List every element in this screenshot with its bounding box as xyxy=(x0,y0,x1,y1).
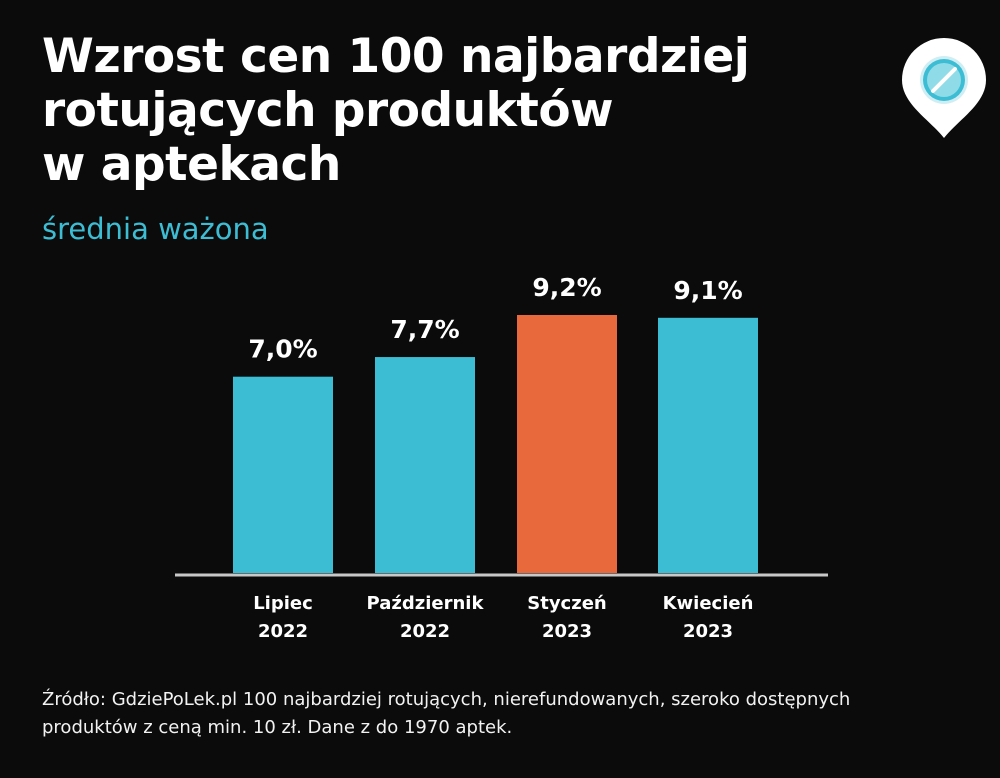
category-label-2-line-1: Październik xyxy=(367,593,485,614)
title-line-3: w aptekach xyxy=(42,137,341,192)
value-label-4: 9,1% xyxy=(673,276,742,305)
source-line-1: Źródło: GdziePoLek.pl 100 najbardziej ro… xyxy=(42,689,851,710)
title-line-2: rotujących produktów xyxy=(42,83,614,138)
category-label-3-line-2: 2023 xyxy=(542,621,592,642)
category-label-4-line-1: Kwiecień xyxy=(663,593,754,614)
value-label-1: 7,0% xyxy=(248,335,317,364)
chart-title: Wzrost cen 100 najbardziej rotujących pr… xyxy=(42,30,842,192)
category-label-2-line-2: 2022 xyxy=(400,621,450,642)
value-label-3: 9,2% xyxy=(532,273,601,302)
category-label-4-line-2: 2023 xyxy=(683,621,733,642)
bar-2 xyxy=(375,357,475,573)
labels-layer: 7,0% Lipiec 2022 7,7% Październik 2022 9,2% Sty… xyxy=(248,273,753,642)
title-line-1: Wzrost cen 100 najbardziej xyxy=(42,29,750,84)
source-line-2: produktów z ceną min. 10 zł. Dane z do 1… xyxy=(42,717,513,738)
bars-layer xyxy=(233,315,758,573)
value-label-2: 7,7% xyxy=(390,315,459,344)
pill-location-pin-icon xyxy=(902,38,986,138)
category-label-1-line-1: Lipiec xyxy=(253,593,313,614)
source-note: Źródło: GdziePoLek.pl 100 najbardziej ro… xyxy=(42,686,982,742)
chart-subtitle: średnia ważona xyxy=(42,212,269,246)
bar-3 xyxy=(517,315,617,573)
category-label-3-line-1: Styczeń xyxy=(527,593,606,614)
bar-1 xyxy=(233,376,333,573)
category-label-1-line-2: 2022 xyxy=(258,621,308,642)
bar-4 xyxy=(658,317,758,573)
bar-chart: 7,0% Lipiec 2022 7,7% Październik 2022 9,2% Sty… xyxy=(175,273,828,642)
